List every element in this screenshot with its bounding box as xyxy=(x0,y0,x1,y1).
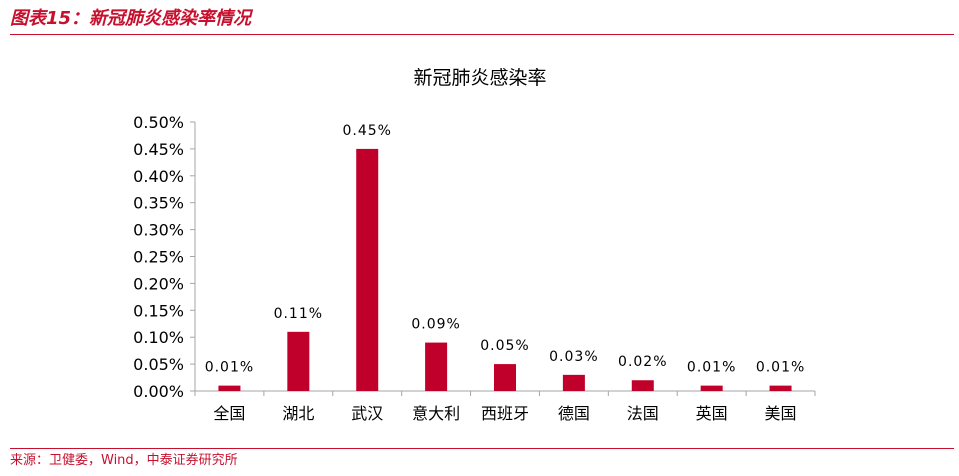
bar-series xyxy=(218,148,792,391)
category-label: 美国 xyxy=(765,404,797,423)
category-label: 意大利 xyxy=(412,404,460,423)
header-divider xyxy=(10,34,954,35)
y-tick-label: 0.10% xyxy=(133,328,184,347)
category-label: 武汉 xyxy=(351,404,383,423)
bar xyxy=(631,380,654,391)
y-axis: 0.00% 0.05% 0.10% 0.15% 0.20% 0.25% 0.30% 0.35%… xyxy=(133,113,196,401)
chart-area: 新冠肺炎感染率 0.00% 0.05% 0.10% 0.15% 0.20% 0.25% 0.… xyxy=(0,38,959,448)
bar xyxy=(700,385,723,391)
bar xyxy=(425,342,448,391)
category-label: 德国 xyxy=(558,404,590,423)
data-label: 0.01% xyxy=(687,360,736,376)
data-labels: 0.01% 0.11% 0.45% 0.09% 0.05% 0.03% 0.02% 0.01%… xyxy=(205,123,805,376)
data-label: 0.01% xyxy=(205,360,254,376)
data-label: 0.05% xyxy=(480,338,529,354)
category-label: 湖北 xyxy=(282,404,314,423)
y-tick-label: 0.15% xyxy=(133,301,184,320)
data-label: 0.02% xyxy=(618,354,667,370)
y-tick-label: 0.35% xyxy=(133,194,184,213)
figure-header: 图表15：新冠肺炎感染率情况 xyxy=(0,0,959,38)
data-label: 0.09% xyxy=(411,317,460,333)
y-tick-label: 0.45% xyxy=(133,140,184,159)
figure-source: 来源：卫健委，Wind，中泰证券研究所 xyxy=(10,453,238,468)
y-tick-label: 0.20% xyxy=(133,274,184,293)
x-axis: 全国 湖北 武汉 意大利 西班牙 德国 法国 英国 美国 xyxy=(194,390,816,423)
y-tick-label: 0.50% xyxy=(133,113,184,132)
y-tick-label: 0.05% xyxy=(133,355,184,374)
bar-chart: 新冠肺炎感染率 0.00%0.05%0.10%0.15%0.20%0.25%0.… xyxy=(133,67,816,423)
y-tick-label: 0.30% xyxy=(133,221,184,240)
y-tick-label: 0.00% xyxy=(133,382,184,401)
data-label: 0.03% xyxy=(549,349,598,365)
bar xyxy=(356,148,379,391)
bar xyxy=(562,374,585,391)
y-tick-label: 0.40% xyxy=(133,167,184,186)
bar xyxy=(769,385,792,391)
category-label: 英国 xyxy=(696,404,728,423)
category-label: 全国 xyxy=(213,404,245,423)
bar xyxy=(287,331,310,391)
footer-divider xyxy=(10,448,954,449)
chart-title: 新冠肺炎感染率 xyxy=(413,67,546,89)
y-tick-label: 0.25% xyxy=(133,248,184,267)
data-label: 0.11% xyxy=(274,306,323,322)
data-label: 0.01% xyxy=(756,360,805,376)
bar xyxy=(218,385,241,391)
data-label: 0.45% xyxy=(342,123,391,139)
figure-title: 图表15：新冠肺炎感染率情况 xyxy=(10,8,252,29)
category-label: 法国 xyxy=(627,404,659,423)
category-label: 西班牙 xyxy=(481,404,529,423)
bar xyxy=(494,364,516,391)
